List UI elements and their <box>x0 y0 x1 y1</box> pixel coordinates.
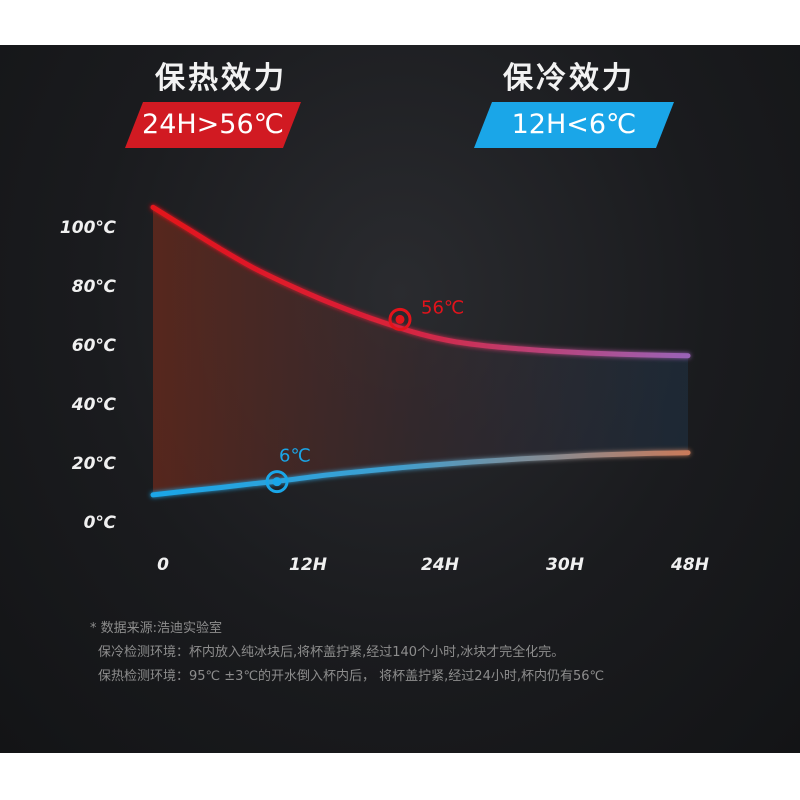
cold-marker-dot <box>272 477 282 487</box>
x-tick-label: 24H <box>421 555 459 575</box>
y-tick-label: 80℃ <box>72 277 117 297</box>
retention-gap-area <box>153 207 688 495</box>
cold-badge-text: 12H<6℃ <box>511 109 637 140</box>
heat-marker-dot <box>395 314 405 324</box>
cold-retention-curve <box>150 450 691 498</box>
heat-marker-label: 56℃ <box>421 297 464 318</box>
y-tick-label: 20℃ <box>72 454 117 474</box>
cold-test-note: 保冷检测环境：杯内放入纯冰块后,将杯盖拧紧,经过140个小时,冰块才完全化完。 <box>98 645 565 660</box>
cold-badge-shape <box>474 102 674 148</box>
cold-retention-title: 保冷效力 <box>503 61 635 96</box>
cold-retention-badge: 12H<6℃ <box>474 102 674 148</box>
cold-marker-label: 6℃ <box>279 446 311 467</box>
x-tick-label: 12H <box>289 555 327 575</box>
data-source-note: * 数据来源:浩迪实验室 <box>90 621 223 636</box>
x-tick-label: 0 <box>157 555 169 575</box>
y-tick-label: 0℃ <box>84 513 117 533</box>
heat-badge-shape <box>125 102 301 148</box>
y-tick-label: 60℃ <box>72 336 117 356</box>
x-tick-label: 30H <box>546 555 584 575</box>
heat-retention-curve <box>150 204 691 359</box>
heat-badge-text: 24H>56℃ <box>142 109 284 140</box>
y-tick-label: 100℃ <box>60 218 116 238</box>
x-tick-label: 48H <box>670 555 709 575</box>
data-notes: * 数据来源:浩迪实验室 保冷检测环境：杯内放入纯冰块后,将杯盖拧紧,经过140… <box>90 617 604 689</box>
heat-retention-title: 保热效力 <box>155 61 287 96</box>
y-tick-label: 40℃ <box>71 395 117 415</box>
hot-test-note: 保热检测环境：95℃ ±3℃的开水倒入杯内后， 将杯盖拧紧,经过24小时,杯内仍… <box>98 669 605 684</box>
cold-marker-ring <box>265 470 289 494</box>
heat-marker-ring <box>388 307 412 331</box>
heat-retention-badge: 24H>56℃ <box>125 102 301 148</box>
